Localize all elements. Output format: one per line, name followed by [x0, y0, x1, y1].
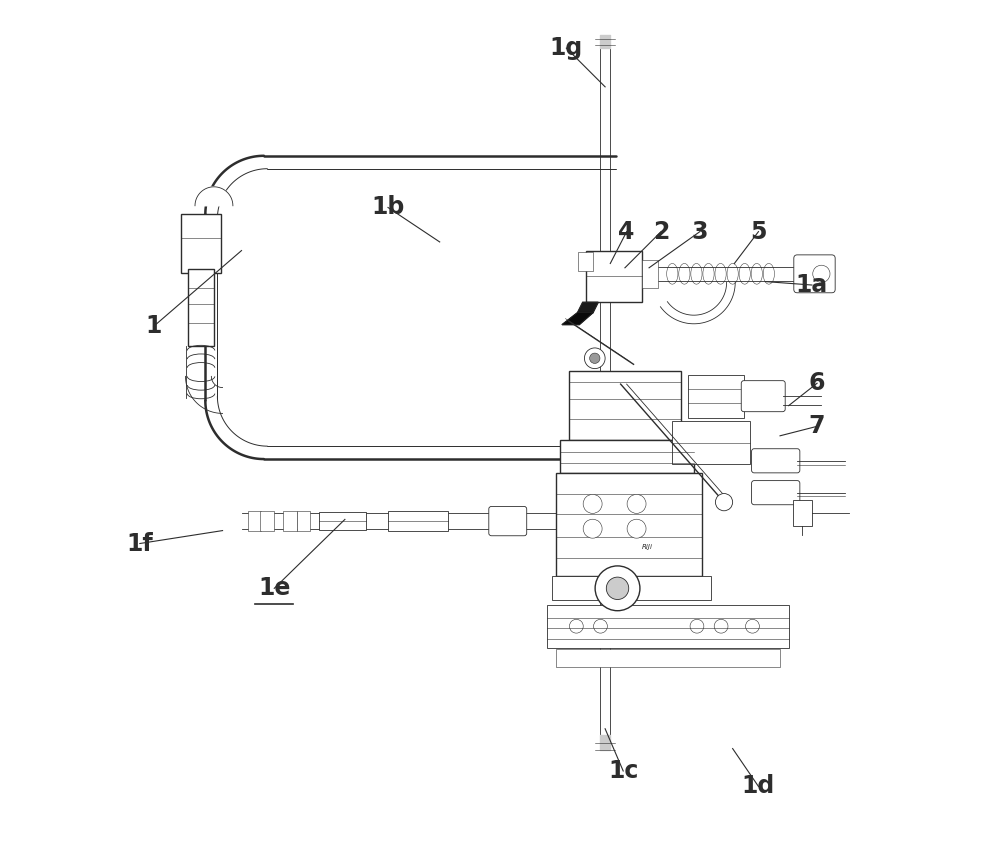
FancyBboxPatch shape [556, 473, 702, 576]
FancyBboxPatch shape [752, 449, 800, 473]
Text: 1g: 1g [550, 36, 583, 60]
Circle shape [590, 353, 600, 363]
Circle shape [813, 265, 830, 282]
Circle shape [595, 566, 640, 611]
Text: 5: 5 [750, 219, 767, 243]
Text: 2: 2 [653, 219, 669, 243]
Circle shape [714, 620, 728, 633]
Text: 4: 4 [618, 219, 635, 243]
FancyBboxPatch shape [794, 255, 835, 293]
FancyBboxPatch shape [188, 268, 214, 346]
FancyBboxPatch shape [248, 511, 261, 532]
Text: 6: 6 [809, 371, 825, 395]
FancyBboxPatch shape [556, 650, 780, 667]
FancyBboxPatch shape [552, 576, 711, 601]
Circle shape [569, 620, 583, 633]
Text: 1a: 1a [796, 273, 828, 297]
Text: 7: 7 [809, 414, 825, 438]
FancyBboxPatch shape [642, 260, 658, 287]
Text: 1d: 1d [742, 774, 775, 798]
Polygon shape [195, 186, 233, 205]
FancyBboxPatch shape [319, 513, 366, 530]
FancyBboxPatch shape [489, 507, 527, 536]
Text: 3: 3 [692, 219, 708, 243]
FancyBboxPatch shape [297, 511, 310, 532]
Circle shape [627, 520, 646, 539]
Text: 1b: 1b [371, 196, 405, 219]
Text: 1: 1 [145, 314, 162, 338]
Circle shape [627, 494, 646, 513]
FancyBboxPatch shape [752, 481, 800, 505]
Circle shape [746, 620, 759, 633]
FancyBboxPatch shape [388, 511, 448, 532]
Circle shape [690, 620, 704, 633]
Polygon shape [562, 312, 593, 324]
FancyBboxPatch shape [672, 421, 750, 464]
Polygon shape [578, 302, 598, 312]
Text: 1e: 1e [258, 576, 290, 601]
FancyBboxPatch shape [688, 375, 744, 418]
FancyBboxPatch shape [260, 511, 274, 532]
FancyBboxPatch shape [181, 214, 221, 273]
FancyBboxPatch shape [586, 250, 642, 302]
Text: 1f: 1f [126, 532, 153, 556]
FancyBboxPatch shape [578, 252, 593, 271]
Circle shape [594, 620, 607, 633]
Circle shape [606, 577, 629, 600]
Circle shape [583, 520, 602, 539]
Text: 1c: 1c [608, 759, 638, 783]
FancyBboxPatch shape [283, 511, 297, 532]
Circle shape [584, 348, 605, 369]
FancyBboxPatch shape [793, 501, 812, 526]
Text: RiJi: RiJi [641, 545, 652, 551]
FancyBboxPatch shape [569, 371, 681, 440]
FancyBboxPatch shape [560, 440, 694, 473]
Circle shape [583, 494, 602, 513]
FancyBboxPatch shape [547, 605, 789, 648]
Circle shape [715, 494, 733, 511]
FancyBboxPatch shape [741, 381, 785, 412]
